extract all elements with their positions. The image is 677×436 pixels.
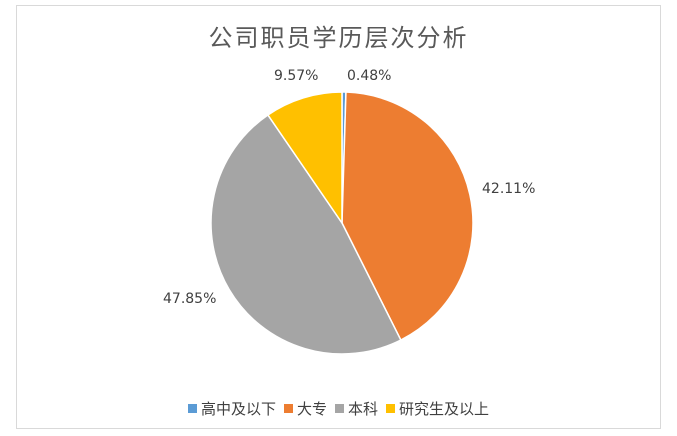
pie-slice-4	[266, 91, 343, 226]
legend-item-3: 本科	[335, 398, 378, 419]
legend-label: 大专	[296, 400, 327, 418]
chart-frame: 公司职员学历层次分析 0.48% 42.11% 47.85% 9.57% 高中及以下 大…	[16, 5, 661, 429]
legend-swatch	[386, 404, 396, 413]
legend-label: 研究生及以上	[399, 400, 490, 418]
data-label-3: 47.85%	[163, 291, 216, 307]
data-label-4: 9.57%	[274, 68, 318, 84]
legend-swatch	[335, 404, 344, 413]
chart-title: 公司职员学历层次分析	[208, 24, 469, 52]
legend-swatch	[283, 404, 293, 413]
pie-slice-2	[341, 91, 474, 342]
chart-legend: 高中及以下 大专 本科 研究生及以上	[17, 398, 660, 419]
pie-slice-3	[210, 113, 402, 355]
legend-label: 本科	[348, 400, 379, 418]
legend-swatch	[187, 404, 197, 413]
pie-chart: 0.48% 42.11% 47.85% 9.57%	[163, 68, 535, 355]
legend-item-2: 大专	[283, 398, 327, 419]
legend-label: 高中及以下	[200, 400, 276, 418]
data-label-1: 0.48%	[347, 68, 391, 84]
data-label-2: 42.11%	[482, 181, 535, 197]
legend-item-4: 研究生及以上	[386, 398, 489, 419]
legend-item-1: 高中及以下	[187, 398, 276, 419]
